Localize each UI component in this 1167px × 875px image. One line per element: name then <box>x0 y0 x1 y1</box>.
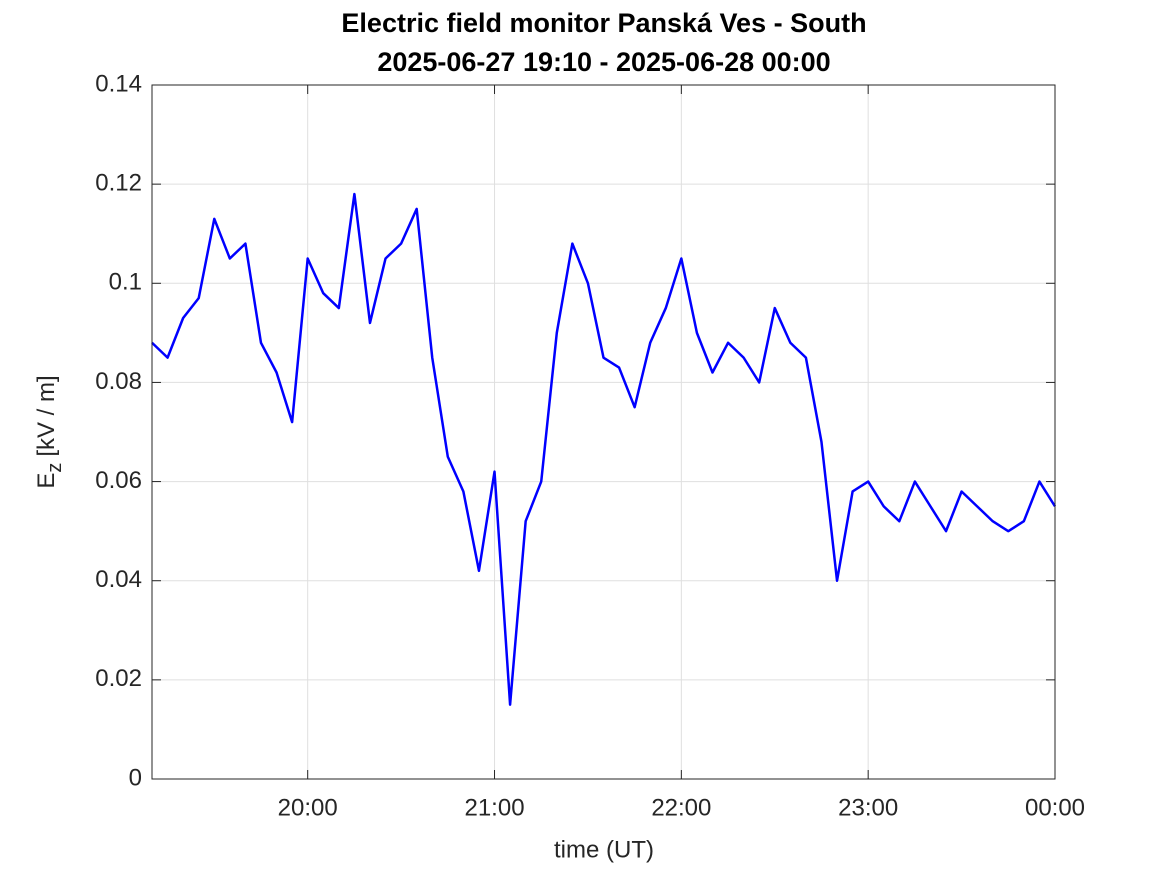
chart-title: Electric field monitor Panská Ves - Sout… <box>341 8 866 38</box>
y-label-sub: z <box>44 463 66 473</box>
data-line <box>151 192 1057 706</box>
y-tick-label: 0.1 <box>109 269 142 296</box>
y-tick-label: 0.08 <box>95 368 142 395</box>
y-tick-label: 0.02 <box>95 665 142 692</box>
plot-frame <box>151 84 1056 780</box>
x-tick-label: 20:00 <box>278 794 338 821</box>
x-tick-label: 22:00 <box>651 794 711 821</box>
x-axis-label: time (UT) <box>554 836 654 863</box>
y-tick-label: 0.14 <box>95 70 142 97</box>
x-tick-label: 00:00 <box>1025 794 1085 821</box>
y-label-unit: [kV / m] <box>33 375 60 456</box>
y-label-main: E <box>33 473 60 489</box>
x-tick-label: 21:00 <box>464 794 524 821</box>
y-tick-label: 0.06 <box>95 467 142 494</box>
y-tick-label: 0 <box>129 764 142 791</box>
y-tick-label: 0.12 <box>95 169 142 196</box>
y-tick-label: 0.04 <box>95 566 142 593</box>
chart-subtitle: 2025-06-27 19:10 - 2025-06-28 00:00 <box>377 47 830 77</box>
y-axis-label: Ez [kV / m] <box>33 375 66 488</box>
x-tick-label: 23:00 <box>838 794 898 821</box>
